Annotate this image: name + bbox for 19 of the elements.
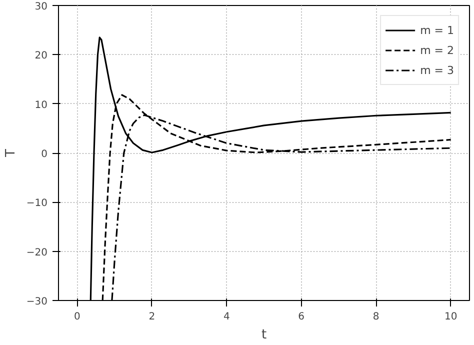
y-tick-label: 10 [34,100,48,111]
y-tick-label: −30 [26,296,48,308]
legend-label: m = 1 [420,24,454,36]
x-tick-label: 8 [372,312,380,322]
y-tick-label: 20 [34,50,48,62]
x-tick-label: 2 [148,312,156,322]
x-tick-label: 10 [444,312,458,322]
x-tick-label: 6 [298,312,305,322]
y-tick-label: 0 [41,149,48,160]
line-series [90,36,452,300]
legend-label: m = 3 [420,64,454,76]
x-tick-label: 0 [74,312,80,322]
x-tick-label: 4 [223,312,230,322]
x-axis-title: t [261,328,267,342]
y-tick-label: 30 [34,2,48,12]
y-axis-title: T [3,148,18,158]
y-tick-label: −10 [26,198,48,210]
y-tick-label: −20 [26,247,48,258]
legend-label: m = 2 [420,44,454,56]
